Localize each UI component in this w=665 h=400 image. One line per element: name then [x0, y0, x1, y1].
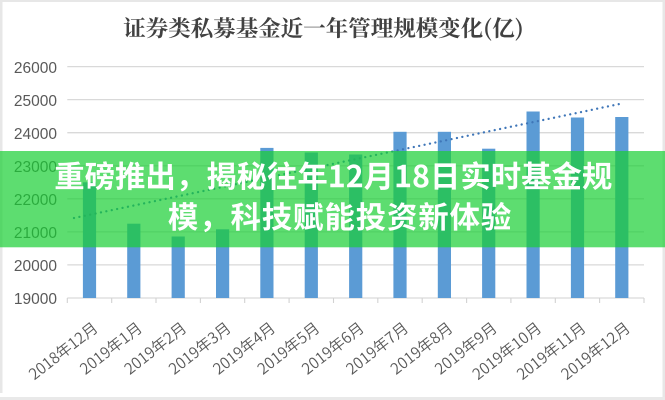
svg-text:24000: 24000: [14, 126, 57, 143]
svg-text:25000: 25000: [14, 93, 57, 110]
svg-text:20000: 20000: [14, 258, 57, 275]
svg-text:26000: 26000: [14, 60, 57, 77]
svg-text:19000: 19000: [14, 291, 57, 308]
